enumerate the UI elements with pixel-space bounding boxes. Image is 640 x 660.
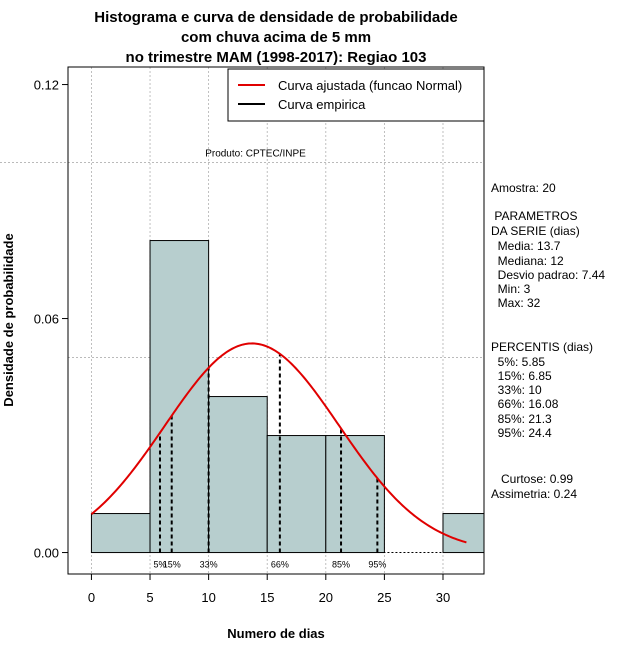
histogram-bars — [90, 240, 484, 554]
histogram-bar — [442, 513, 484, 554]
max-value: Max: 32 — [491, 296, 541, 310]
parametros-subtitle: DA SERIE (dias) — [491, 224, 580, 238]
percentile-label: 95% — [368, 560, 386, 570]
axes: 0 5 10 15 20 25 30 0.00 0.06 0.12 Numero de dias De… — [1, 78, 450, 641]
percentile-label: 15% — [163, 560, 181, 570]
y-tick-label: 0.12 — [34, 78, 59, 93]
percentile-label: 5% — [153, 560, 166, 570]
parametros-title: PARAMETROS — [491, 209, 578, 223]
chart-title-line: com chuva acima de 5 mm — [181, 29, 371, 46]
min-value: Min: 3 — [491, 282, 531, 296]
x-tick-label: 20 — [319, 590, 333, 605]
histogram-bar — [325, 435, 385, 554]
normal-curve-path — [90, 342, 467, 544]
x-tick-label: 25 — [377, 590, 391, 605]
p15-value: 15%: 6.85 — [491, 369, 552, 383]
legend-box — [227, 68, 485, 122]
x-tick-label: 30 — [436, 590, 450, 605]
percentile-label: 66% — [271, 560, 289, 570]
x-tick-label: 15 — [260, 590, 274, 605]
plot-frame — [67, 66, 485, 575]
histogram-bar — [90, 513, 151, 554]
y-axis-label: Densidade de probabilidade — [1, 233, 16, 406]
p95-value: 95%: 24.4 — [491, 426, 552, 440]
p5-value: 5%: 5.85 — [491, 355, 546, 369]
x-axis-label: Numero de dias — [227, 626, 325, 641]
histogram-bar — [208, 396, 268, 554]
percentile-lines — [158, 353, 379, 553]
chart-title-line: Histograma e curva de densidade de proba… — [94, 9, 457, 26]
histogram-bar — [266, 435, 327, 554]
y-tick-label: 0.00 — [34, 546, 59, 561]
p33-value: 33%: 10 — [491, 383, 542, 397]
percentile-label: 85% — [332, 560, 350, 570]
p66-value: 66%: 16.08 — [491, 397, 559, 411]
legend: Curva ajustada (funcao Normal) Curva empi… — [227, 68, 485, 122]
x-tick-label: 5 — [146, 590, 153, 605]
assimetria-value: Assimetria: 0.24 — [491, 487, 578, 501]
desvio-value: Desvio padrao: 7.44 — [491, 268, 606, 282]
y-tick-label: 0.06 — [34, 312, 59, 327]
x-tick-label: 10 — [201, 590, 215, 605]
mediana-value: Mediana: 12 — [491, 254, 564, 268]
histogram-bar — [149, 240, 210, 554]
legend-label: Curva ajustada (funcao Normal) — [278, 78, 462, 93]
chart-title: Histograma e curva de densidade de proba… — [94, 9, 457, 66]
product-label: Produto: CPTEC/INPE — [205, 149, 306, 160]
plot-border — [67, 66, 485, 575]
curtose-value: Curtose: 0.99 — [491, 472, 574, 486]
percentis-title: PERCENTIS (dias) — [491, 340, 594, 354]
p85-value: 85%: 21.3 — [491, 412, 552, 426]
chart-title-line: no trimestre MAM (1998-2017): Regiao 103 — [126, 49, 427, 66]
amostra-text: Amostra: 20 — [491, 181, 556, 195]
normal-curve — [90, 342, 467, 544]
x-tick-label: 0 — [88, 590, 95, 605]
legend-label: Curva empirica — [278, 97, 366, 112]
percentile-label: 33% — [200, 560, 218, 570]
media-value: Media: 13.7 — [491, 239, 561, 253]
percentile-labels: 5%15% 33% 66% 85% 95% — [153, 560, 386, 570]
